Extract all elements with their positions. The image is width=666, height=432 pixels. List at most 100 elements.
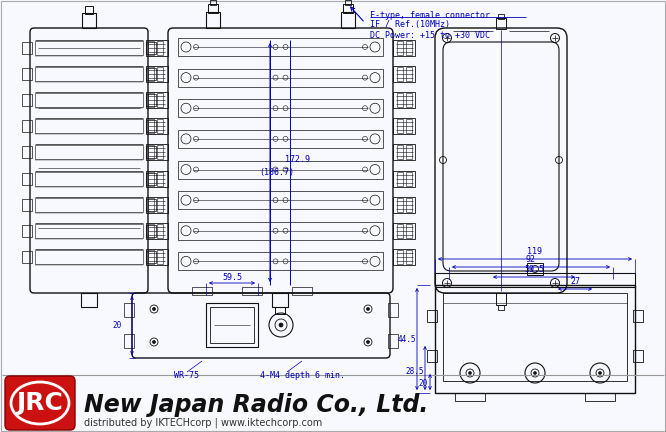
Bar <box>157 250 163 264</box>
Bar <box>146 40 168 56</box>
Bar <box>148 250 154 264</box>
Bar <box>148 146 154 159</box>
Bar <box>242 287 262 295</box>
Bar <box>146 223 168 239</box>
Bar <box>455 393 485 401</box>
Bar <box>157 67 163 81</box>
Bar <box>178 191 383 209</box>
Bar <box>22 121 32 132</box>
Bar <box>388 303 398 317</box>
Bar <box>35 67 143 81</box>
Bar <box>210 307 254 343</box>
Bar <box>146 94 156 106</box>
Bar <box>206 303 258 347</box>
Circle shape <box>279 323 283 327</box>
Bar <box>210 0 216 5</box>
Bar <box>22 199 32 211</box>
Bar <box>148 41 154 55</box>
Bar <box>148 93 154 107</box>
Bar <box>124 334 134 348</box>
Bar <box>148 224 154 238</box>
FancyBboxPatch shape <box>5 376 75 430</box>
Bar <box>275 307 285 314</box>
Bar <box>35 146 143 159</box>
Text: IF / Ref.(10MHz): IF / Ref.(10MHz) <box>370 20 450 29</box>
Bar <box>35 172 143 186</box>
Bar <box>406 146 412 159</box>
Bar <box>22 225 32 237</box>
Text: (186.7): (186.7) <box>260 168 294 177</box>
Bar <box>22 251 32 263</box>
Bar <box>397 119 403 133</box>
Bar <box>393 197 415 213</box>
Bar <box>157 93 163 107</box>
Bar <box>82 13 96 28</box>
Bar <box>406 250 412 264</box>
Bar <box>146 68 156 80</box>
Bar <box>393 223 415 239</box>
Bar <box>22 94 32 106</box>
Bar <box>406 93 412 107</box>
Bar <box>178 252 383 270</box>
Circle shape <box>533 372 537 375</box>
Bar <box>527 263 543 275</box>
Bar <box>35 41 143 55</box>
Bar <box>146 251 156 263</box>
Text: 20: 20 <box>113 321 122 330</box>
Bar <box>148 172 154 186</box>
Bar <box>178 161 383 178</box>
Bar <box>633 350 643 362</box>
Bar <box>157 41 163 55</box>
Text: WR-75: WR-75 <box>174 372 200 381</box>
Text: 172.9: 172.9 <box>286 156 310 165</box>
Bar <box>146 172 156 184</box>
Bar <box>397 172 403 186</box>
Text: 59.5: 59.5 <box>524 266 544 274</box>
Bar <box>146 144 168 160</box>
Bar <box>148 119 154 133</box>
Circle shape <box>153 340 155 343</box>
Bar <box>498 14 504 19</box>
Bar <box>146 225 156 237</box>
Ellipse shape <box>11 382 69 424</box>
Bar <box>406 224 412 238</box>
Text: F-type, female connector: F-type, female connector <box>370 10 490 19</box>
Bar <box>22 146 32 159</box>
Text: 20: 20 <box>418 378 428 388</box>
Text: 44.5: 44.5 <box>398 334 416 343</box>
Text: 119: 119 <box>527 248 543 257</box>
Bar <box>178 99 383 117</box>
Bar <box>498 305 504 310</box>
Bar <box>397 93 403 107</box>
Text: 4-M4 depth 6 min.: 4-M4 depth 6 min. <box>260 372 344 381</box>
Bar <box>146 249 168 265</box>
Bar <box>393 40 415 56</box>
Bar <box>496 293 506 305</box>
Text: DC Power: +15 to +30 VDC: DC Power: +15 to +30 VDC <box>370 31 490 39</box>
Circle shape <box>366 340 370 343</box>
Bar <box>85 6 93 14</box>
Bar <box>81 293 97 307</box>
Bar <box>157 198 163 212</box>
Bar <box>208 4 218 13</box>
Circle shape <box>366 308 370 311</box>
Bar <box>178 130 383 148</box>
Text: 27: 27 <box>570 277 580 286</box>
Bar <box>406 198 412 212</box>
Bar <box>146 92 168 108</box>
Bar <box>345 0 351 5</box>
Bar <box>35 224 143 238</box>
Bar <box>435 273 635 287</box>
Bar <box>22 172 32 184</box>
Bar <box>397 67 403 81</box>
Bar <box>633 310 643 322</box>
Bar <box>35 198 143 212</box>
Bar <box>443 293 627 381</box>
Bar <box>393 66 415 82</box>
Bar <box>393 118 415 134</box>
Bar <box>178 69 383 87</box>
Text: 59.5: 59.5 <box>222 273 242 282</box>
Bar <box>146 197 168 213</box>
Bar <box>148 198 154 212</box>
Bar <box>393 249 415 265</box>
